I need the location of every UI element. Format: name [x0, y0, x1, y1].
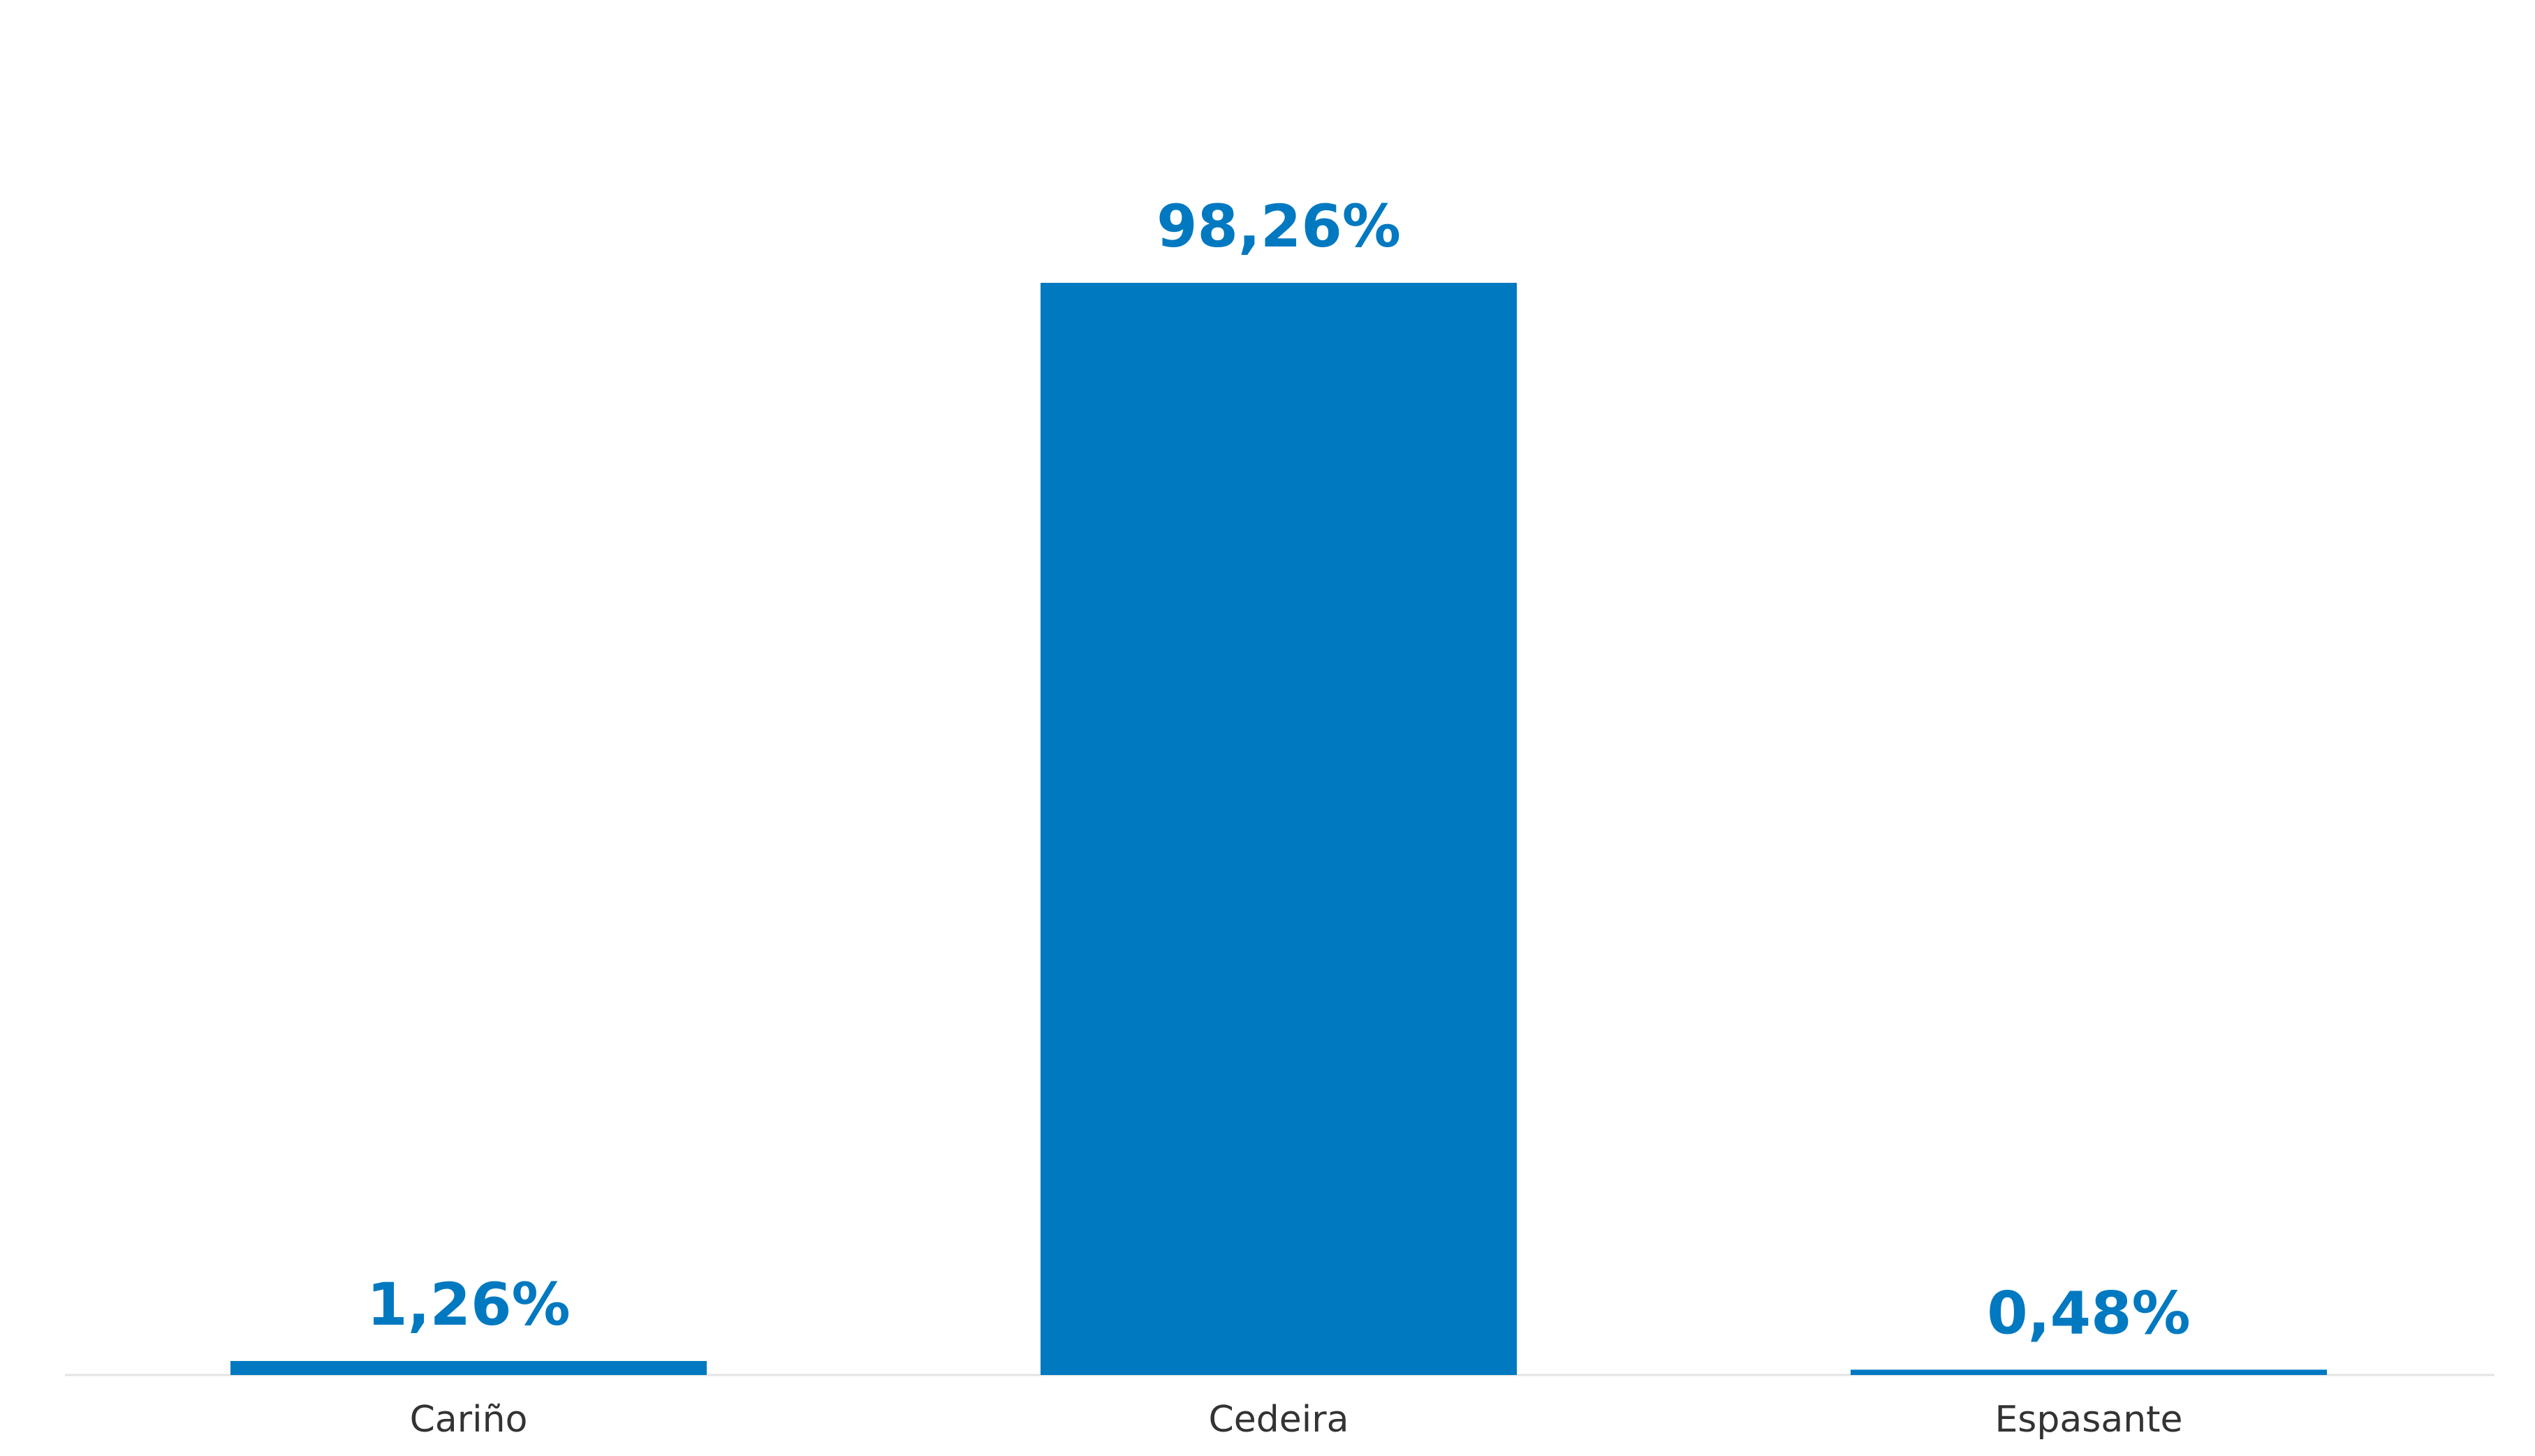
value-label: 0,48%: [1987, 1279, 2190, 1347]
x-tick-label: Cariño: [410, 1399, 528, 1441]
value-label: 1,26%: [367, 1270, 570, 1339]
bar: [230, 1360, 707, 1375]
bar: [1851, 1369, 2327, 1375]
value-label: 98,26%: [1156, 192, 1401, 260]
x-tick-label: Cedeira: [1209, 1399, 1349, 1441]
x-tick-label: Espasante: [1994, 1399, 2182, 1441]
bar: [1041, 283, 1517, 1375]
